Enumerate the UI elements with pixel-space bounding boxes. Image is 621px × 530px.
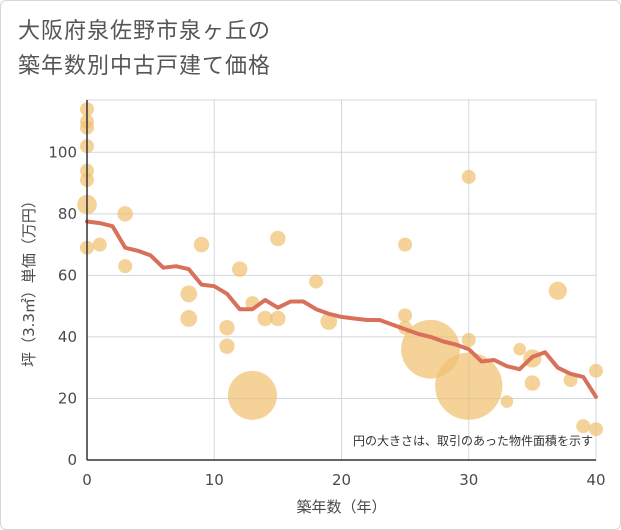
y-axis-title: 坪（3.3㎡）単価（万円） — [20, 193, 38, 367]
y-tick-label: 40 — [58, 328, 77, 346]
data-point — [232, 261, 248, 277]
grid-lines — [86, 99, 597, 461]
chart-title-line-1: 大阪府泉佐野市泉ヶ丘の — [18, 19, 272, 44]
x-tick-label: 30 — [459, 471, 478, 489]
data-point — [589, 363, 603, 378]
data-point — [548, 281, 567, 300]
data-point — [589, 422, 603, 437]
data-point — [435, 352, 503, 420]
data-point — [219, 338, 235, 354]
trend-line — [85, 219, 598, 399]
x-tick-label: 20 — [332, 471, 351, 489]
data-point — [180, 310, 198, 327]
data-point — [270, 230, 286, 247]
data-point — [270, 310, 286, 327]
chart-title: 大阪府泉佐野市泉ヶ丘の 築年数別中古戸建て価格 — [18, 14, 271, 84]
data-point — [219, 319, 235, 336]
data-point — [257, 310, 273, 327]
data-point — [398, 308, 413, 323]
size-annotation: 円の大きさは、取引のあった物件面積を示す — [353, 433, 593, 448]
x-tick-label: 40 — [586, 471, 605, 489]
x-axis-title: 築年数（年） — [296, 498, 386, 516]
data-point — [576, 419, 591, 434]
data-point — [92, 237, 107, 252]
y-tick-label: 0 — [67, 451, 77, 469]
data-point — [398, 237, 413, 252]
data-point — [513, 342, 526, 356]
y-tick-label: 100 — [48, 143, 77, 161]
data-point — [193, 236, 210, 253]
y-tick-label: 60 — [58, 266, 77, 284]
data-point — [309, 274, 324, 289]
y-tick-label: 20 — [58, 389, 77, 407]
data-point — [117, 206, 133, 222]
data-point — [320, 313, 338, 330]
data-point — [227, 370, 277, 420]
data-point — [118, 259, 133, 274]
x-tick-label: 0 — [82, 471, 92, 489]
data-point — [461, 333, 476, 347]
y-tick-label: 80 — [58, 205, 77, 223]
chart-title-line-2: 築年数別中古戸建て価格 — [18, 54, 272, 79]
axes: 0 10 20 30 40 0 20 40 60 80 100 — [48, 100, 606, 489]
data-point — [524, 375, 541, 391]
x-tick-label: 10 — [205, 471, 224, 489]
data-point — [180, 285, 198, 303]
data-point — [461, 169, 476, 184]
data-point — [500, 395, 514, 408]
